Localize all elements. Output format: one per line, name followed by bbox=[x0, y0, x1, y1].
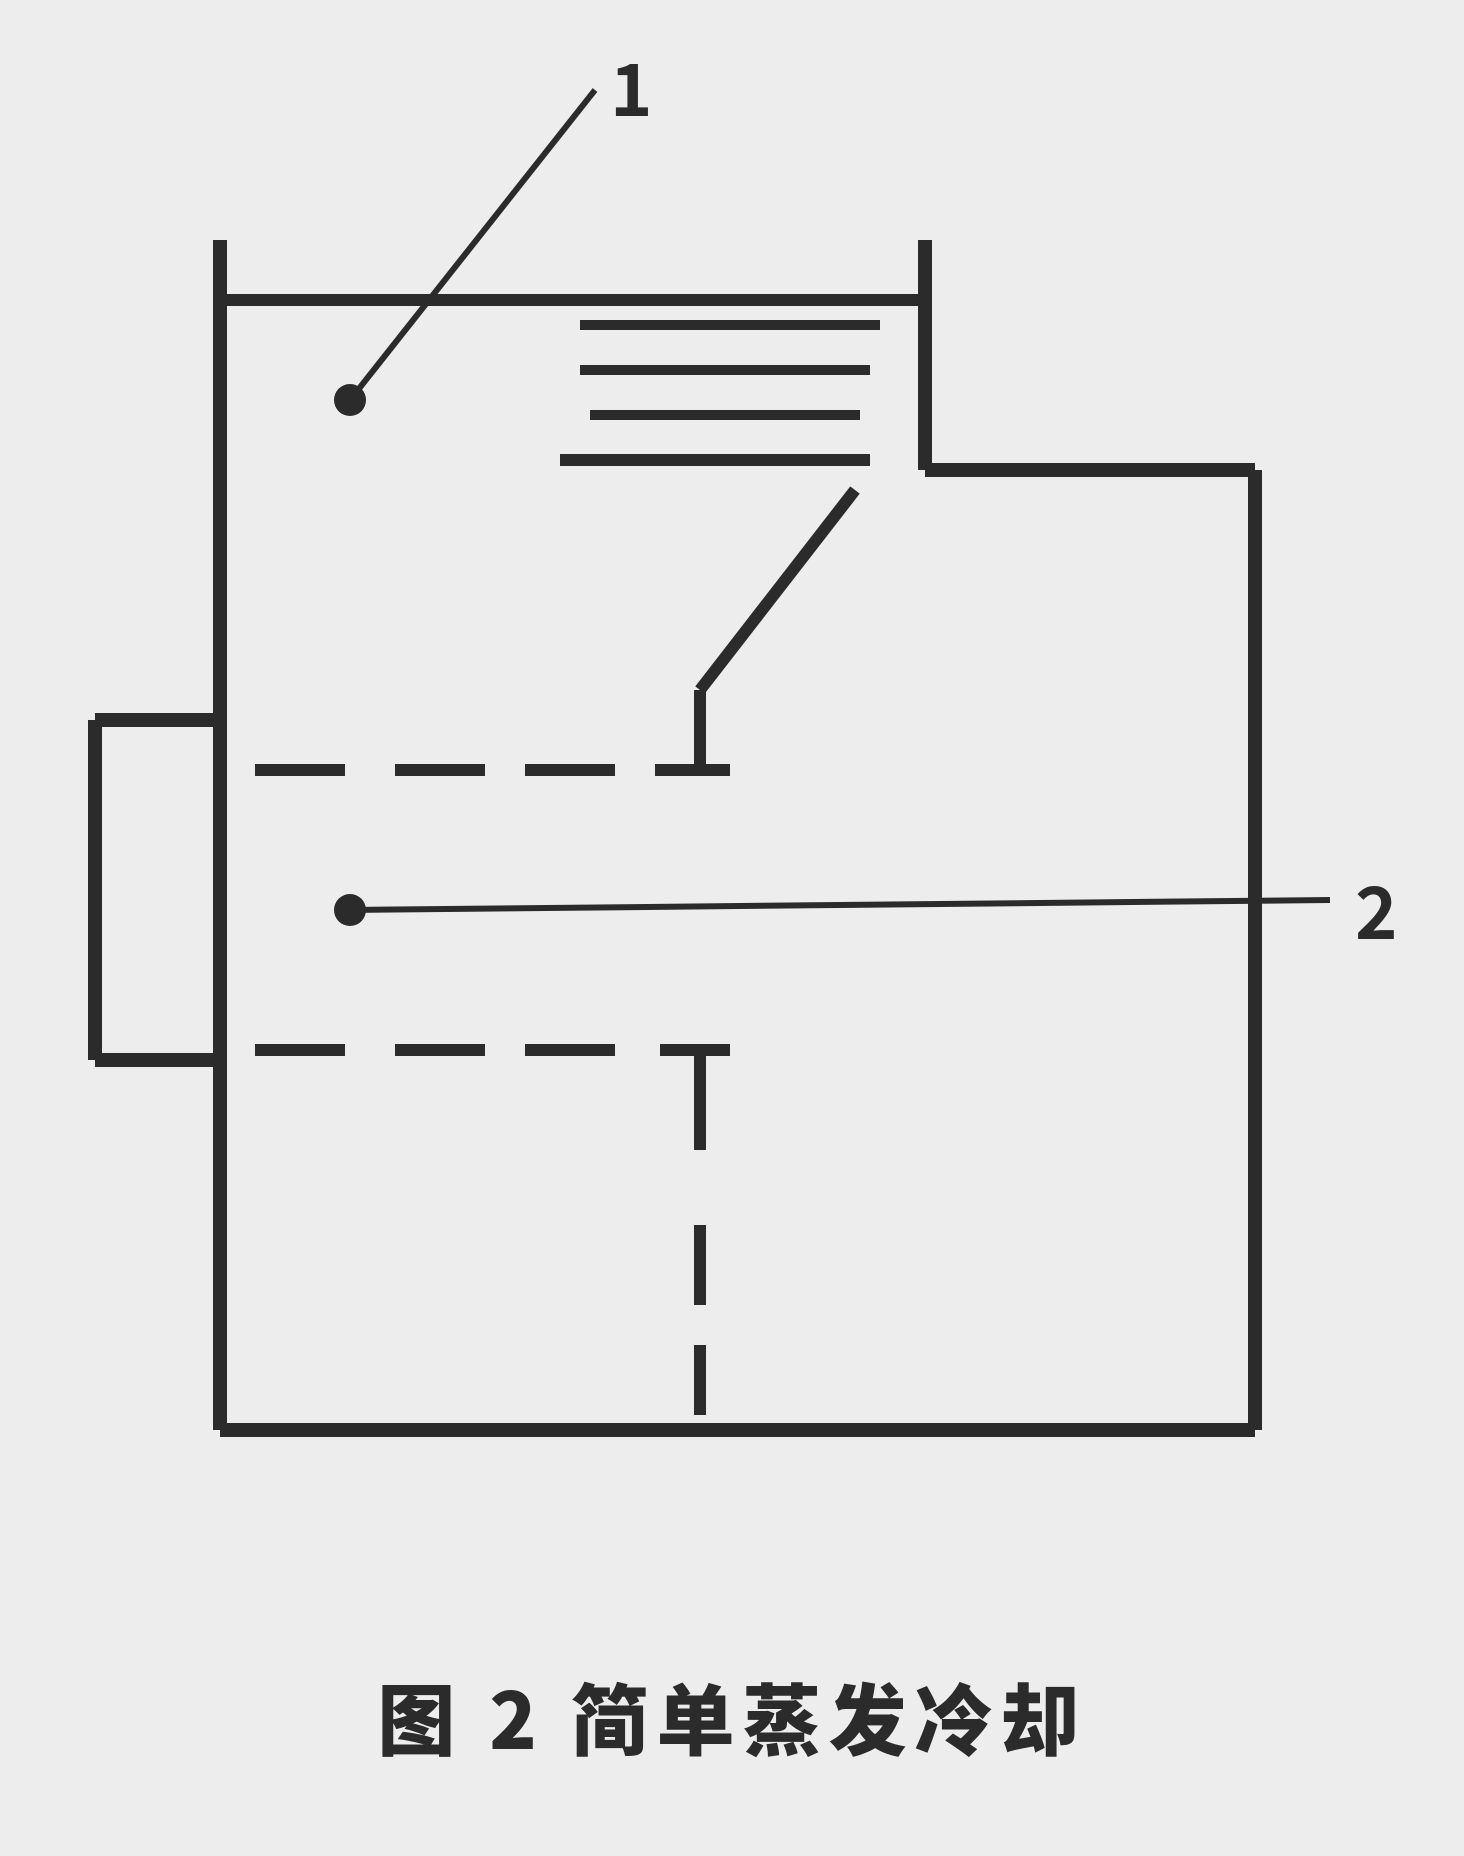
leader-2-dot bbox=[334, 894, 366, 926]
schematic-svg bbox=[0, 0, 1464, 1856]
leader-1-line bbox=[350, 90, 595, 400]
leader-1-dot bbox=[334, 384, 366, 416]
diagonal-baffle bbox=[700, 490, 855, 690]
figure-page: 1 2 图 2 简单蒸发冷却 bbox=[0, 0, 1464, 1856]
leader-2-line bbox=[350, 900, 1330, 910]
